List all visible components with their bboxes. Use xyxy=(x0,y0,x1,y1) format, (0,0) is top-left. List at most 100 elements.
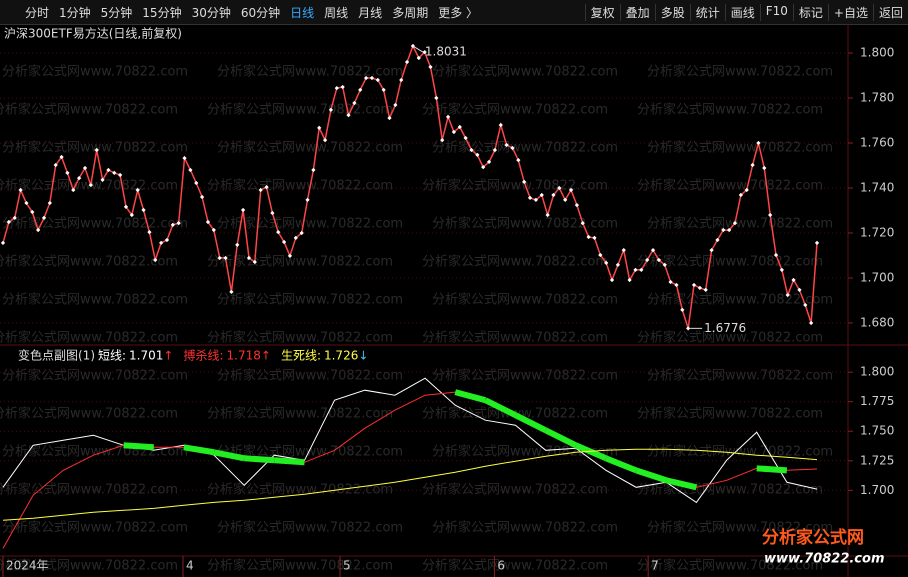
watermark: 分析家公式网www.70822.com xyxy=(432,140,618,156)
price-point xyxy=(486,159,492,165)
price-point xyxy=(498,122,503,128)
tool-button[interactable]: +自选 xyxy=(827,3,873,21)
price-point xyxy=(194,180,199,186)
tool-button[interactable]: 画线 xyxy=(724,3,760,21)
legend-value: 1.701 xyxy=(129,349,163,363)
price-point xyxy=(609,277,615,283)
falling-segment xyxy=(183,444,215,456)
min-label: 1.6776 xyxy=(704,321,746,335)
watermark: 分析家公式网www.70822.com xyxy=(637,102,823,118)
falling-segment xyxy=(274,457,305,466)
watermark: 分析家公式网www.70822.com xyxy=(647,368,833,384)
watermark: 分析家公式网www.70822.com xyxy=(2,520,188,536)
watermark: 分析家公式网www.70822.com xyxy=(217,216,403,232)
tool-button[interactable]: 叠加 xyxy=(619,3,655,21)
period-tab[interactable]: 周线 xyxy=(324,5,349,20)
falling-segment xyxy=(243,455,275,464)
price-point xyxy=(762,165,767,171)
tool-button[interactable]: 返回 xyxy=(872,3,908,21)
period-tab[interactable]: 更多 〉 xyxy=(438,5,479,20)
falling-segment xyxy=(213,449,245,462)
watermark: 分析家公式网www.70822.com xyxy=(432,520,618,536)
watermark: 分析家公式网www.70822.com xyxy=(0,482,178,498)
tool-button[interactable]: 统计 xyxy=(689,3,725,21)
price-point xyxy=(551,192,556,198)
watermark: 分析家公式网www.70822.com xyxy=(0,254,178,270)
price-point xyxy=(47,200,52,206)
period-tab[interactable]: 15分钟 xyxy=(142,5,182,20)
watermark: 分析家公式网www.70822.com xyxy=(647,520,833,536)
y-tick-label: 1.725 xyxy=(860,453,894,467)
toolbar: 分时 1分钟 5分钟 15分钟 30分钟 60分钟 日线 周线 月线 多周期 更多 〉 复权 叠加 多股统… xyxy=(0,0,908,25)
price-point xyxy=(88,182,93,188)
price-point xyxy=(557,185,562,191)
price-point xyxy=(340,84,345,90)
watermark: 分析家公式网www.70822.com xyxy=(2,140,188,156)
watermark: 分析家公式网www.70822.com xyxy=(0,102,178,118)
price-point xyxy=(662,262,667,268)
price-point xyxy=(592,235,597,241)
watermark: 分析家公式网www.70822.com xyxy=(432,64,618,80)
price-point xyxy=(182,155,187,161)
price-point xyxy=(334,85,339,91)
legend-value: 1.726 xyxy=(324,349,358,363)
watermark: 分析家公式网www.70822.com xyxy=(207,558,393,574)
watermark: 分析家公式网www.70822.com xyxy=(647,444,833,460)
period-tab[interactable]: 30分钟 xyxy=(191,5,231,20)
watermark: 分析家公式网www.70822.com xyxy=(217,444,403,460)
period-tab[interactable]: 月线 xyxy=(358,5,383,20)
legend-arrow: ↑ xyxy=(261,349,271,363)
watermark: 分析家公式网www.70822.com xyxy=(207,102,393,118)
price-point xyxy=(533,197,539,203)
price-point xyxy=(205,219,211,225)
watermark: 分析家公式网www.70822.com xyxy=(2,216,188,232)
price-point xyxy=(516,157,521,163)
series-line xyxy=(2,448,818,521)
price-point xyxy=(299,230,304,236)
tool-button[interactable]: 复权 xyxy=(584,3,620,21)
falling-segment xyxy=(544,427,578,448)
watermark: 分析家公式网www.70822.com xyxy=(0,558,178,574)
legend-arrow: ↑ xyxy=(163,349,173,363)
watermark: 分析家公式网www.70822.com xyxy=(0,330,178,346)
tool-button[interactable]: F10 xyxy=(759,3,793,21)
tool-button[interactable]: 多股 xyxy=(654,3,690,21)
watermark: 分析家公式网www.70822.com xyxy=(0,178,178,194)
price-point xyxy=(510,145,515,151)
period-tab[interactable]: 日线 xyxy=(290,5,315,20)
watermark: 分析家公式网www.70822.com xyxy=(217,64,403,80)
watermark: 分析家公式网www.70822.com xyxy=(422,102,608,118)
period-tab[interactable]: 60分钟 xyxy=(240,5,281,20)
price-point xyxy=(36,227,41,233)
price-point xyxy=(563,197,568,203)
period-tab[interactable]: 分时 xyxy=(25,5,50,20)
watermark: 分析家公式网www.70822.com xyxy=(647,216,833,232)
price-point xyxy=(586,234,591,240)
price-point xyxy=(615,262,621,268)
watermark: 分析家公式网www.70822.com xyxy=(207,178,393,194)
watermark: 分析家公式网www.70822.com xyxy=(422,178,608,194)
period-tab[interactable]: 多周期 xyxy=(392,5,429,20)
price-point xyxy=(814,240,820,245)
tool-button[interactable]: 标记 xyxy=(792,3,828,21)
price-point xyxy=(235,242,240,248)
price-point xyxy=(727,227,732,233)
price-point xyxy=(6,219,11,225)
watermark: 分析家公式网www.70822.com xyxy=(2,292,188,308)
price-point xyxy=(311,167,316,173)
price-point xyxy=(756,140,761,146)
watermark: 分析家公式网www.70822.com xyxy=(637,330,823,346)
watermark: 分析家公式网www.70822.com xyxy=(2,64,188,80)
falling-segment xyxy=(454,389,487,404)
price-point xyxy=(158,240,164,245)
tool-buttons: 复权 叠加 多股 统计 画线 F10 标记 +自选 返回 xyxy=(584,3,908,21)
price-point xyxy=(293,235,298,241)
price-point xyxy=(686,326,691,331)
watermark: 分析家公式网www.70822.com xyxy=(207,482,393,498)
chart: 分析家公式网www.70822.com 分析家公式网www.70822.com 分析… xyxy=(0,24,908,577)
period-tab[interactable]: 1分钟 xyxy=(59,5,91,20)
price-point xyxy=(229,289,234,295)
watermark: 分析家公式网www.70822.com xyxy=(432,292,618,308)
price-point xyxy=(12,215,17,221)
period-tab[interactable]: 5分钟 xyxy=(100,5,133,20)
